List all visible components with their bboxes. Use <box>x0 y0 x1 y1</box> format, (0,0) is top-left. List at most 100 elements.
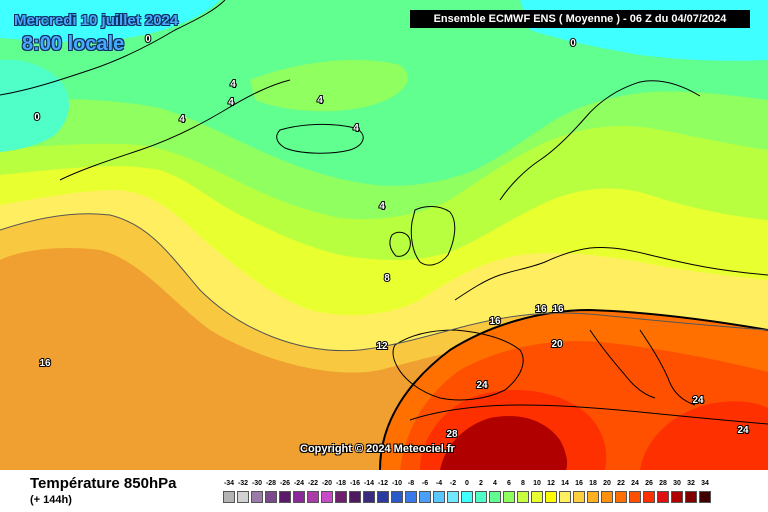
color-scale-swatches <box>222 491 754 505</box>
color-scale-tick: -30 <box>251 480 263 487</box>
band-18 <box>250 60 408 112</box>
color-scale-tick: -4 <box>435 480 443 487</box>
color-scale-swatch <box>671 491 683 503</box>
coastline-europe-west <box>454 247 768 301</box>
color-scale-tick: 2 <box>479 480 483 487</box>
color-scale-tick: 4 <box>493 480 497 487</box>
color-scale-tick: -2 <box>449 480 457 487</box>
contour-label: 16 <box>535 304 547 315</box>
color-scale-tick: 32 <box>687 480 695 487</box>
color-scale-swatch <box>363 491 375 503</box>
copyright-text: Copyright © 2024 Meteociel.fr <box>300 443 455 455</box>
color-scale-tick: -24 <box>293 480 305 487</box>
color-scale-tick: -26 <box>279 480 291 487</box>
variable-title: Température 850hPa <box>30 475 177 492</box>
color-scale-tick: 14 <box>561 480 569 487</box>
color-scale-swatch <box>223 491 235 503</box>
color-scale-swatch <box>335 491 347 503</box>
color-scale-swatch <box>307 491 319 503</box>
color-scale-tick: 18 <box>589 480 597 487</box>
color-scale: -34 -32 -30 -28 -26 -24 -22 -20 -18 -16 -14 -12 -10-… <box>222 479 754 509</box>
coastline-italy <box>589 329 656 399</box>
color-scale-tick: -16 <box>349 480 361 487</box>
color-scale-swatch <box>503 491 515 503</box>
band-hot-28 <box>640 401 768 470</box>
color-scale-swatch <box>559 491 571 503</box>
color-scale-tick: -28 <box>265 480 277 487</box>
color-scale-ticks: -34 -32 -30 -28 -26 -24 -22 -20 -18 -16 -14 -12 -10-… <box>222 479 754 489</box>
color-scale-tick: 34 <box>701 480 709 487</box>
isotherm-20 <box>379 308 768 470</box>
color-scale-swatch <box>391 491 403 503</box>
color-scale-swatch <box>615 491 627 503</box>
color-scale-tick: 20 <box>603 480 611 487</box>
color-scale-swatch <box>489 491 501 503</box>
contour-label: 4 <box>230 79 236 90</box>
color-scale-tick: 0 <box>465 480 469 487</box>
color-scale-swatch <box>545 491 557 503</box>
color-scale-swatch <box>685 491 697 503</box>
color-scale-swatch <box>419 491 431 503</box>
color-scale-tick: 28 <box>659 480 667 487</box>
contour-label: 20 <box>551 339 563 350</box>
contour-label: 24 <box>692 395 704 406</box>
color-scale-swatch <box>293 491 305 503</box>
color-scale-tick: -20 <box>321 480 333 487</box>
color-scale-tick: -8 <box>407 480 415 487</box>
color-scale-tick: 30 <box>673 480 681 487</box>
color-scale-swatch <box>517 491 529 503</box>
band-hot-30 <box>440 416 568 470</box>
coastline-ireland <box>389 231 411 257</box>
coastline-iceland <box>276 123 364 154</box>
color-scale-swatch <box>251 491 263 503</box>
color-scale-tick: -6 <box>421 480 429 487</box>
color-scale-swatch <box>699 491 711 503</box>
contour-label: 8 <box>384 273 390 284</box>
coastline-greenland <box>0 0 226 96</box>
contour-label: 4 <box>353 123 359 134</box>
coastline-africa <box>409 404 768 425</box>
color-scale-tick: 16 <box>575 480 583 487</box>
color-scale-tick: -14 <box>363 480 375 487</box>
coastline-scandinavia <box>499 80 701 201</box>
color-scale-tick: -22 <box>307 480 319 487</box>
color-scale-tick: -32 <box>237 480 249 487</box>
color-scale-tick: 12 <box>547 480 555 487</box>
color-scale-swatch <box>349 491 361 503</box>
color-scale-swatch <box>265 491 277 503</box>
coastline-greenland-east <box>59 79 291 181</box>
contour-label: 16 <box>489 316 501 327</box>
contour-label: 4 <box>317 95 323 106</box>
contour-label: 0 <box>570 38 576 49</box>
run-info: Ensemble ECMWF ENS ( Moyenne ) - 06 Z du… <box>410 10 750 28</box>
cold-pool-north <box>0 0 220 42</box>
color-scale-tick: -10 <box>391 480 403 487</box>
color-scale-swatch <box>377 491 389 503</box>
color-scale-swatch <box>643 491 655 503</box>
contour-labels: 0 0 0 4 4 4 4 4 4 8 12 16 16 16 16 20 24 24 24 28 <box>33 33 750 441</box>
color-scale-swatch <box>321 491 333 503</box>
color-scale-swatch <box>405 491 417 503</box>
contour-label: 4 <box>228 97 234 108</box>
coastline-iberia <box>392 329 524 401</box>
forecast-time: 8:00 locale <box>22 33 125 55</box>
legend-footer: Température 850hPa (+ 144h) -34 -32 -30 -28… <box>0 470 768 512</box>
contour-label: 4 <box>379 201 385 212</box>
contour-label: 4 <box>179 114 185 125</box>
color-scale-tick: 26 <box>645 480 653 487</box>
contour-label: 12 <box>376 341 388 352</box>
color-scale-tick: -34 <box>223 480 235 487</box>
contour-label: 16 <box>552 304 564 315</box>
coastline-british-isles <box>410 206 456 266</box>
color-scale-swatch <box>657 491 669 503</box>
temperature-map: 0 0 0 4 4 4 4 4 4 8 12 16 16 16 16 20 24 24 24 28 <box>0 0 768 470</box>
contour-label: 24 <box>476 380 488 391</box>
color-scale-tick: 22 <box>617 480 625 487</box>
color-scale-swatch <box>461 491 473 503</box>
color-scale-tick: 6 <box>507 480 511 487</box>
contour-label: 28 <box>446 429 458 440</box>
color-scale-swatch <box>531 491 543 503</box>
color-scale-tick: 10 <box>533 480 541 487</box>
color-scale-tick: 24 <box>631 480 639 487</box>
